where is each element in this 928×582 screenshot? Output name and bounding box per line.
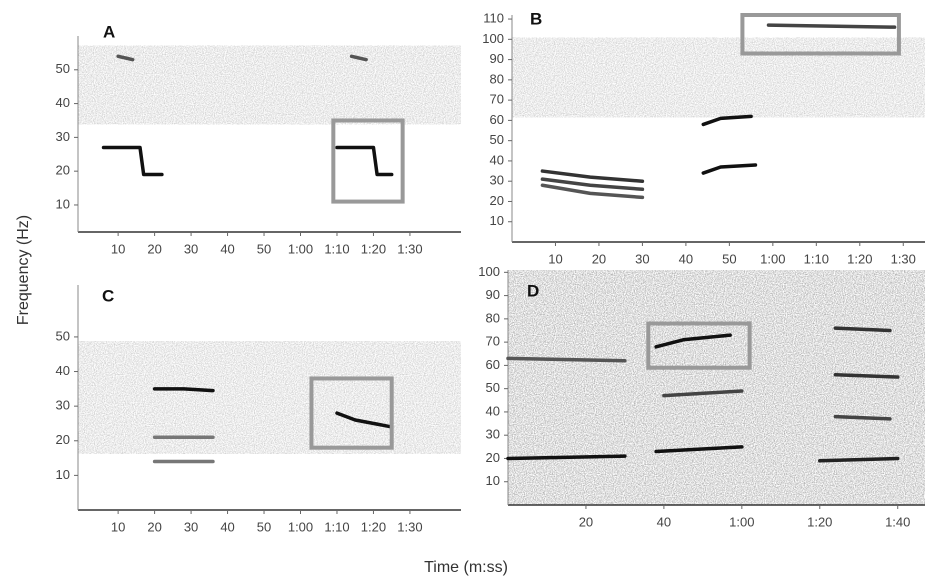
call-trace: [818, 456, 900, 463]
x-tick-label: 20: [147, 241, 161, 256]
x-tick-label: 30: [635, 251, 649, 266]
y-tick-label: 60: [490, 112, 504, 127]
call-trace: [335, 145, 394, 177]
x-tick-label: 40: [657, 514, 671, 529]
x-tick-label: 10: [111, 241, 125, 256]
x-tick-label: 50: [722, 251, 736, 266]
x-tick-label: 1:10: [324, 241, 349, 256]
x-tick-label: 10: [548, 251, 562, 266]
y-tick-label: 10: [56, 467, 70, 482]
call-trace: [540, 177, 645, 192]
call-trace: [833, 326, 892, 333]
call-trace: [540, 169, 645, 183]
y-tick-label: 30: [56, 398, 70, 413]
y-tick-label: 30: [490, 173, 504, 188]
call-trace: [349, 54, 368, 62]
y-tick-label: 40: [56, 95, 70, 110]
call-trace: [506, 356, 627, 363]
highlight-box: [331, 118, 405, 204]
x-tick-label: 50: [257, 519, 271, 534]
x-tick-label: 1:20: [361, 241, 386, 256]
y-tick-label: 10: [490, 213, 504, 228]
x-tick-label: 1:00: [760, 251, 785, 266]
call-trace: [152, 387, 215, 393]
y-tick-label: 80: [486, 310, 500, 325]
x-tick-label: 1:00: [729, 514, 754, 529]
y-tick-label: 110: [483, 10, 504, 25]
x-tick-label: 30: [184, 241, 198, 256]
y-tick-label: 40: [56, 363, 70, 378]
x-tick-label: 20: [579, 514, 593, 529]
call-trace: [654, 333, 732, 349]
x-tick-label: 40: [679, 251, 693, 266]
y-tick-label: 20: [486, 450, 500, 465]
spectrogram-noise: [512, 37, 925, 118]
call-trace: [116, 54, 135, 62]
x-tick-label: 1:30: [397, 519, 422, 534]
y-tick-label: 90: [490, 51, 504, 66]
call-trace: [766, 23, 897, 29]
x-tick-label: 1:00: [288, 241, 313, 256]
x-tick-label: 30: [184, 519, 198, 534]
y-tick-label: 40: [486, 403, 500, 418]
x-tick-label: 50: [257, 241, 271, 256]
y-tick-label: 30: [486, 427, 500, 442]
call-trace: [833, 372, 900, 379]
y-tick-label: 70: [490, 92, 504, 107]
x-tick-label: 1:20: [361, 519, 386, 534]
y-tick-label: 40: [490, 152, 504, 167]
spectrogram-noise: [78, 341, 461, 454]
panel-label: D: [527, 281, 539, 300]
y-axis-label: Frequency (Hz): [15, 215, 32, 325]
call-trace: [654, 445, 744, 454]
x-tick-label: 1:20: [807, 514, 832, 529]
highlight-box: [309, 376, 394, 450]
y-tick-label: 10: [486, 473, 500, 488]
y-tick-label: 50: [56, 328, 70, 343]
x-tick-label: 1:40: [885, 514, 910, 529]
x-tick-label: 1:10: [324, 519, 349, 534]
y-tick-label: 50: [56, 61, 70, 76]
x-tick-label: 40: [220, 519, 234, 534]
y-tick-label: 30: [56, 129, 70, 144]
x-tick-label: 10: [111, 519, 125, 534]
x-tick-label: 20: [592, 251, 606, 266]
y-tick-label: 50: [490, 132, 504, 147]
x-tick-label: 20: [147, 519, 161, 534]
y-tick-label: 80: [490, 71, 504, 86]
y-tick-label: 90: [486, 287, 500, 302]
x-tick-label: 1:20: [847, 251, 872, 266]
spectrogram-noise: [78, 45, 461, 125]
call-trace: [662, 389, 744, 398]
spectrogram-noise: [508, 270, 925, 505]
highlight-box: [740, 13, 901, 56]
y-tick-label: 70: [486, 334, 500, 349]
call-trace: [833, 414, 892, 421]
x-tick-label: 1:00: [288, 519, 313, 534]
call-trace: [540, 183, 645, 200]
y-tick-label: 20: [56, 432, 70, 447]
panel-label: C: [102, 286, 114, 305]
call-trace: [335, 411, 394, 429]
y-tick-label: 60: [486, 357, 500, 372]
x-tick-label: 40: [220, 241, 234, 256]
x-axis-label: Time (m:ss): [424, 559, 508, 576]
x-tick-label: 1:30: [891, 251, 916, 266]
y-tick-label: 50: [486, 380, 500, 395]
call-trace: [101, 145, 164, 177]
y-tick-label: 100: [482, 31, 504, 46]
highlight-box: [646, 321, 752, 370]
x-tick-label: 1:10: [804, 251, 829, 266]
x-tick-label: 1:30: [397, 241, 422, 256]
y-tick-label: 10: [56, 196, 70, 211]
panel-label: B: [530, 9, 542, 28]
call-trace: [701, 114, 753, 127]
y-tick-label: 100: [478, 264, 500, 279]
y-tick-label: 20: [490, 193, 504, 208]
panel-label: A: [103, 22, 115, 41]
call-trace: [506, 454, 627, 461]
y-tick-label: 20: [56, 163, 70, 178]
call-trace: [701, 163, 758, 175]
